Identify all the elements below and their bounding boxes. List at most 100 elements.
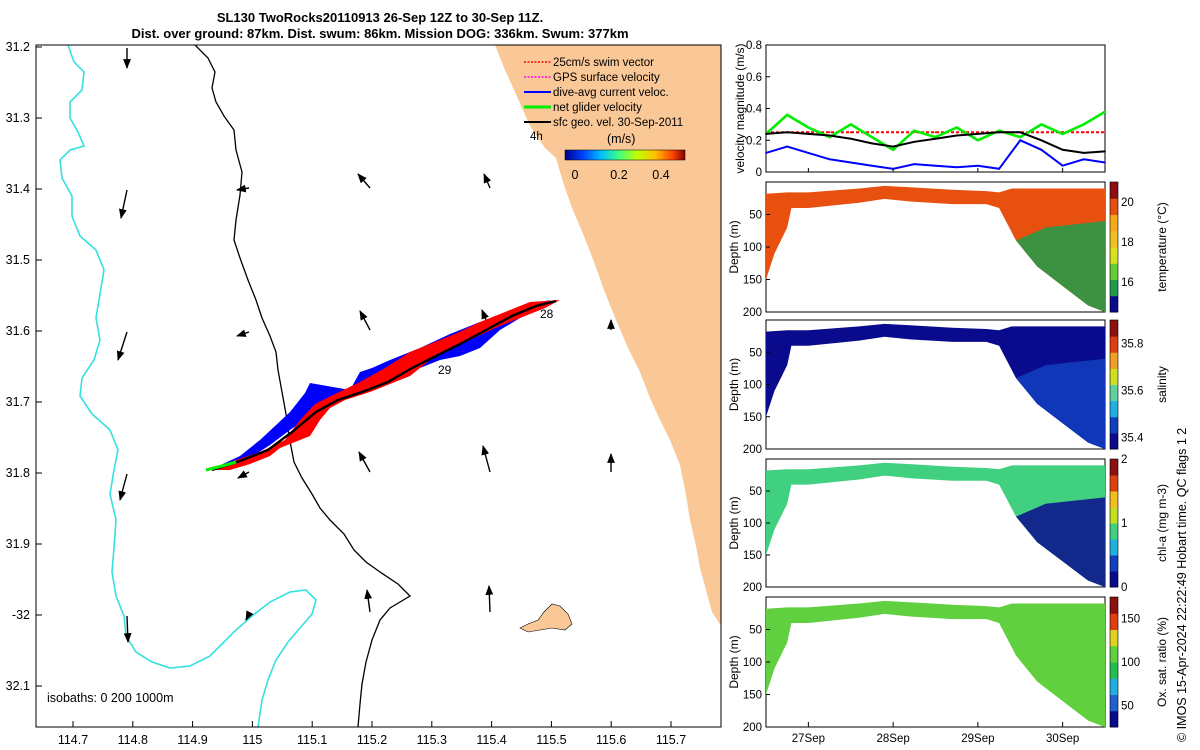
velocity-data-point xyxy=(871,142,873,145)
velocity-data-point xyxy=(786,131,789,134)
colorbar-tick-label: 150 xyxy=(1121,614,1140,626)
velocity-data-point xyxy=(998,167,1000,170)
colorbar-tick-label: 35.8 xyxy=(1121,338,1143,350)
section-y-label: Depth (m) xyxy=(727,220,741,273)
map-frame xyxy=(35,44,722,728)
velocity-data-point xyxy=(998,129,1000,132)
velocity-data-point xyxy=(807,133,810,135)
colorbar-segment xyxy=(1110,368,1118,385)
velocity-data-point xyxy=(955,126,958,129)
velocity-data-point xyxy=(1082,123,1085,126)
colorbar-segment xyxy=(1110,198,1118,215)
map-x-tick-label: 114.8 xyxy=(118,733,148,747)
velocity-data-point xyxy=(1104,161,1106,164)
velocity-data-point xyxy=(955,166,958,169)
velocity-data-point xyxy=(828,136,831,138)
current-arrow xyxy=(364,589,373,613)
colorbar-segment xyxy=(1110,432,1118,450)
map-y-tick-label: 31.7 xyxy=(6,395,30,409)
time-tick-label: 28Sep xyxy=(876,733,909,745)
section-data-fill xyxy=(766,600,1105,727)
colorbar-segment xyxy=(1110,459,1118,476)
velocity-data-point xyxy=(1019,136,1022,138)
colorbar-tick-label: 20 xyxy=(1121,197,1134,209)
net-glider-velocity-start xyxy=(205,460,237,472)
colorbar-segment xyxy=(1110,694,1118,712)
section-colorbar-frame xyxy=(1109,181,1119,313)
speed-colorbar xyxy=(564,149,686,161)
velocity-y-tick-label: 0.6 xyxy=(746,72,762,84)
colorbar-label: salinity xyxy=(1155,366,1169,403)
time-tick-label: 29Sep xyxy=(961,733,994,745)
colorbar-tick-label: 2 xyxy=(1121,454,1127,466)
legend-gps-label: GPS surface velocity xyxy=(553,72,660,84)
map-x-tick-label: 115 xyxy=(242,733,262,747)
section-y-tick-label: 100 xyxy=(743,657,762,669)
colorbar-segment xyxy=(1110,597,1118,614)
colorbar-tick-label: 35.4 xyxy=(1121,432,1144,444)
velocity-y-tick-label: 0.2 xyxy=(746,135,762,147)
velocity-data-point xyxy=(849,137,852,140)
colorbar-segment xyxy=(1110,523,1118,540)
current-arrow xyxy=(236,184,250,193)
velocity-data-point xyxy=(913,140,916,143)
section-colorbar-frame xyxy=(1109,596,1119,728)
colorbar-segment xyxy=(1110,279,1118,297)
velocity-data-point xyxy=(976,133,979,135)
colorbar-segment xyxy=(1110,295,1118,313)
colorbar-units: (m/s) xyxy=(607,132,635,146)
colorbar-segment xyxy=(1110,352,1118,369)
colorbar-segment xyxy=(1110,710,1118,728)
map-x-tick-label: 115.3 xyxy=(417,733,447,747)
map-x-tick-label: 114.9 xyxy=(177,733,207,747)
current-arrow xyxy=(245,610,254,621)
legend-net-label: net glider velocity xyxy=(553,102,642,114)
velocity-data-point xyxy=(849,123,852,126)
velocity-data-point xyxy=(849,131,852,134)
track-label-28: 28 xyxy=(540,307,554,321)
map-y-tick-label: 31.3 xyxy=(6,111,30,125)
colorbar-segment xyxy=(1110,678,1118,695)
legend-4h-mark: 4h xyxy=(530,131,543,143)
map-y-tick-label: 31.9 xyxy=(6,537,30,551)
legend-dive-avg-label: dive-avg current veloc. xyxy=(553,87,669,99)
colorbar-tick: 0.2 xyxy=(610,168,627,182)
velocity-data-point xyxy=(934,131,937,134)
colorbar-segment xyxy=(1110,491,1118,508)
map-x-tick-label: 114.7 xyxy=(58,733,88,747)
velocity-data-point xyxy=(1104,150,1106,153)
track-label-29: 29 xyxy=(438,363,452,377)
map-y-axis: 31.2 31.3 31.4 31.5 31.6 31.7 31.8 31.9 -32 32.1 xyxy=(6,40,42,693)
map-y-tick-label: 31.8 xyxy=(6,466,30,480)
colorbar-segment xyxy=(1110,384,1118,402)
velocity-data-point xyxy=(807,152,810,154)
section-y-tick-label: 100 xyxy=(743,518,762,530)
colorbar-segment xyxy=(1110,539,1118,556)
coastline-land xyxy=(495,45,721,626)
map-y-tick-label: 31.6 xyxy=(6,324,30,338)
section-deep-fill xyxy=(1016,221,1105,312)
velocity-data-point xyxy=(1040,139,1043,142)
colorbar-tick-label: 0 xyxy=(1121,582,1127,594)
colorbar-segment xyxy=(1110,416,1118,434)
colorbar-segment xyxy=(1110,645,1118,663)
velocity-data-point xyxy=(1019,139,1022,142)
velocity-data-point xyxy=(955,131,958,134)
isobath-1000m xyxy=(59,45,317,727)
velocity-data-point xyxy=(1040,123,1043,126)
velocity-data-point xyxy=(955,134,958,137)
velocity-data-point xyxy=(828,158,831,161)
map-x-axis: 114.7 114.8 114.9 115 115.1 115.2 115.3 115.4 11… xyxy=(58,721,686,747)
velocity-data-point xyxy=(976,164,979,167)
current-arrow xyxy=(359,310,371,331)
velocity-data-point xyxy=(807,131,810,134)
colorbar-tick-label: 18 xyxy=(1121,237,1134,249)
velocity-data-point xyxy=(871,136,873,138)
current-arrow xyxy=(485,585,494,613)
velocity-data-point xyxy=(1082,158,1085,161)
current-arrow xyxy=(118,473,128,501)
section-data-fill xyxy=(766,462,1105,587)
plot-title-line-1: SL130 TwoRocks20110913 26-Sep 12Z to 30-… xyxy=(216,10,544,25)
